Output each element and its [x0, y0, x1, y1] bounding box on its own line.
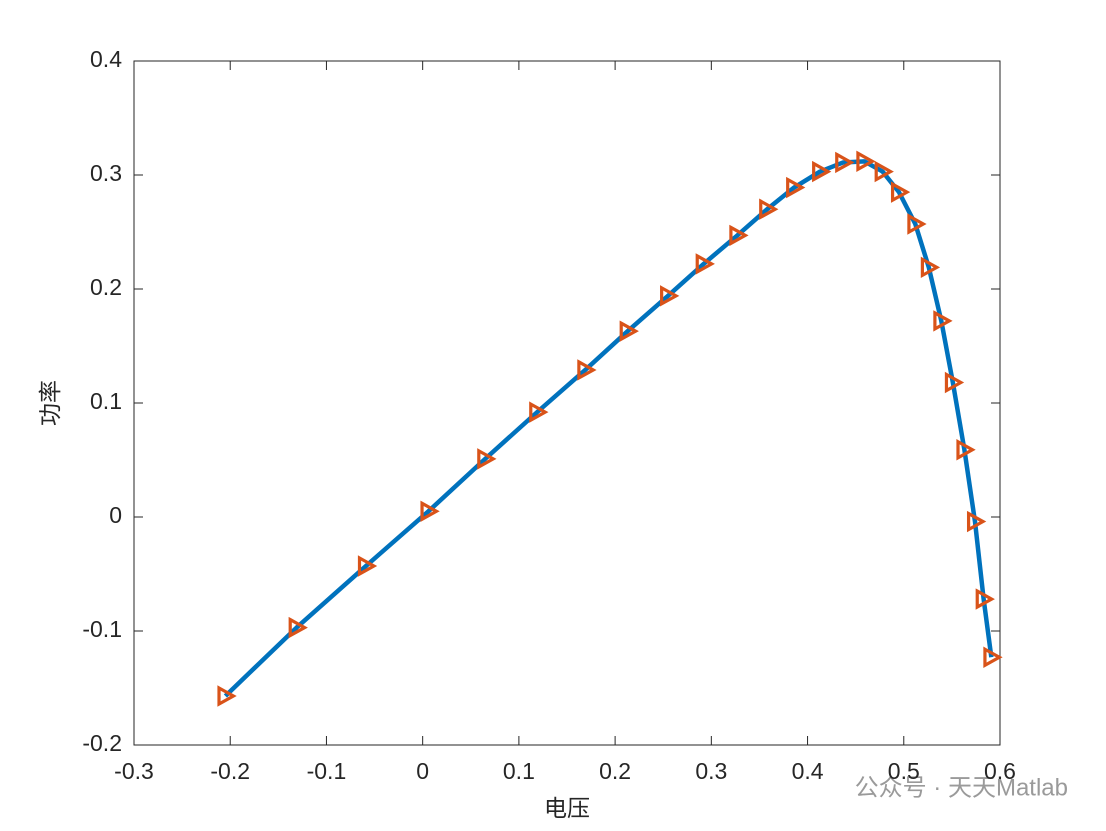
data-line [223, 159, 994, 698]
data-marker [812, 160, 832, 183]
y-tick-label: 0.3 [90, 160, 122, 186]
data-marker [729, 224, 749, 247]
y-tick-label: 0.1 [90, 388, 122, 414]
data-marker [907, 213, 927, 235]
data-marker [759, 198, 779, 220]
x-tick-label: 0.2 [599, 758, 631, 784]
y-tick-label: -0.1 [82, 616, 122, 642]
data-marker [695, 253, 715, 275]
data-marker [477, 448, 497, 470]
x-tick-label: 0.4 [792, 758, 824, 784]
data-marker [890, 181, 911, 203]
data-marker [357, 555, 378, 577]
x-tick-label: 0.3 [695, 758, 727, 784]
x-tick-label: -0.1 [307, 758, 347, 784]
y-axis-label: 功率 [37, 380, 63, 426]
x-tick-label: 0 [416, 758, 429, 784]
data-marker [983, 646, 1003, 668]
data-marker [288, 616, 308, 639]
y-tick-label: 0.2 [90, 274, 122, 300]
data-marker [920, 256, 941, 279]
data-marker [619, 320, 639, 342]
x-tick-label: 0.5 [888, 758, 920, 784]
data-marker [966, 510, 987, 533]
data-marker [956, 439, 976, 461]
data-marker [217, 685, 237, 707]
x-axis-label: 电压 [544, 795, 590, 821]
data-marker [660, 285, 680, 307]
data-marker [529, 401, 549, 423]
x-tick-label: -0.3 [114, 758, 154, 784]
x-tick-label: 0.6 [984, 758, 1016, 784]
data-marker [786, 176, 806, 199]
watermark: 公众号 · 天天Matlab [855, 774, 1068, 801]
axes-box [133, 60, 1001, 746]
data-marker [975, 588, 995, 610]
data-marker [944, 371, 965, 394]
data-marker [874, 160, 894, 183]
data-marker [933, 310, 953, 332]
x-tick-label: 0.1 [503, 758, 535, 784]
y-tick-label: 0 [109, 502, 122, 528]
x-tick-label: -0.2 [210, 758, 250, 784]
data-marker [420, 500, 440, 523]
y-tick-label: 0.4 [90, 46, 122, 72]
y-tick-label: -0.2 [82, 730, 122, 756]
data-marker [856, 150, 876, 173]
data-marker [577, 359, 597, 381]
data-marker [835, 151, 855, 174]
